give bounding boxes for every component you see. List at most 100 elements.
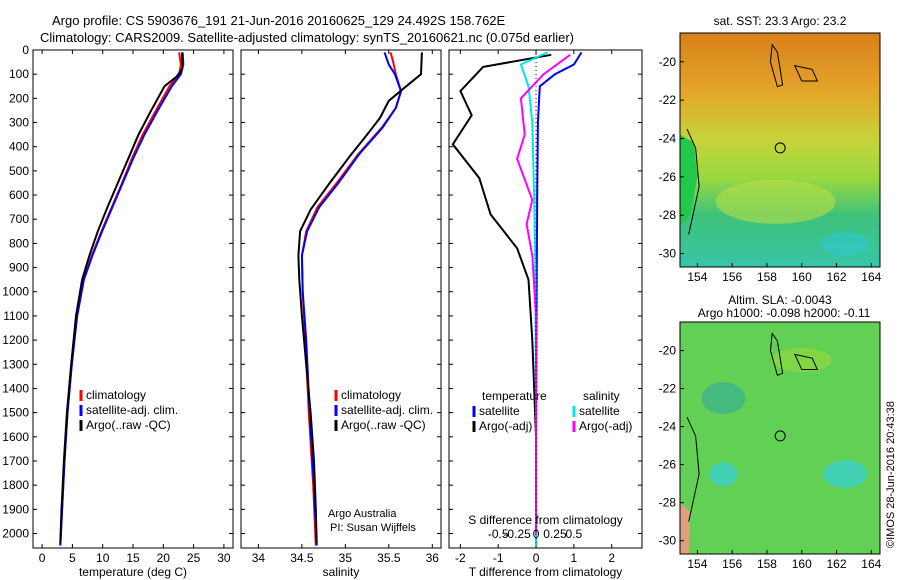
series-line-3	[297, 52, 423, 544]
y-tick-label: -28	[659, 496, 677, 510]
y-tick-label: 1900	[2, 502, 29, 516]
x-tick-label: 25	[187, 551, 201, 565]
sst-patch	[821, 231, 870, 256]
sla-patch	[823, 460, 868, 489]
x-tick-label: 156	[722, 270, 742, 284]
x-tick-label: 158	[757, 557, 777, 571]
y-tick-label: 100	[9, 67, 29, 81]
reef-contour	[769, 332, 784, 376]
legend-label: satellite-adj. clim.	[341, 403, 433, 417]
x-tick-label: -1	[493, 551, 504, 565]
s-tick-label: -0.5	[488, 527, 509, 541]
sla-patch	[771, 348, 832, 373]
x-axis-label: salinity	[323, 565, 360, 579]
y-tick-label: 1300	[2, 357, 29, 371]
y-tick-label: -22	[659, 382, 677, 396]
credit-text: ©IMOS 28-Jun-2016 20:43:38	[885, 401, 897, 548]
legend-label: satellite	[479, 404, 520, 418]
x-tick-label: 154	[687, 270, 707, 284]
x-axis-label: T difference from climatology	[469, 565, 623, 579]
y-tick-label: 1000	[2, 285, 29, 299]
reef-contour	[793, 64, 819, 82]
y-tick-label: 600	[9, 188, 29, 202]
legend-label: satellite	[579, 404, 620, 418]
y-tick-label: 1600	[2, 430, 29, 444]
x-axis-label: temperature (deg C)	[79, 565, 187, 579]
x-tick-label: 156	[722, 557, 742, 571]
y-tick-label: 300	[9, 116, 29, 130]
y-tick-label: 1100	[3, 309, 29, 323]
y-tick-label: -24	[659, 420, 677, 434]
coast-strip	[680, 134, 698, 225]
x-tick-label: 30	[217, 551, 231, 565]
plot-frame	[240, 49, 442, 549]
y-tick-label: -26	[659, 458, 677, 472]
y-tick-label: 0	[22, 43, 29, 57]
chart-title-line2: Climatology: CARS2009. Satellite-adjuste…	[40, 30, 575, 45]
map-panel-2: 154 156 158 160 162 164 -20 -22 -24 -26 -28 -30 Alti…	[659, 293, 882, 571]
map-frame	[679, 32, 881, 268]
series-line-2	[451, 53, 552, 534]
s-axis-label: S difference from climatology	[468, 513, 623, 527]
x-tick-label: 160	[792, 270, 812, 284]
y-tick-label: 1200	[2, 333, 29, 347]
x-tick-label: 162	[827, 557, 847, 571]
x-tick-label: 158	[757, 270, 777, 284]
y-tick-label: -20	[659, 55, 677, 69]
sla-patch	[709, 462, 738, 487]
map-title: Altim. SLA: -0.0043	[728, 293, 832, 307]
x-tick-label: 35	[339, 551, 353, 565]
y-tick-label: 700	[9, 212, 29, 226]
x-tick-label: 5	[69, 551, 76, 565]
x-tick-label: 0	[39, 551, 46, 565]
series-line-3	[59, 52, 184, 544]
plot-frame	[448, 49, 643, 549]
sla-patch	[701, 382, 746, 415]
annotation-line2: PI: Susan Wijffels	[330, 522, 416, 534]
x-tick-label: 10	[96, 551, 110, 565]
x-tick-label: 34	[252, 551, 266, 565]
y-tick-label: 1800	[2, 478, 29, 492]
legend-label: satellite-adj. clim.	[86, 403, 178, 417]
x-tick-label: 162	[827, 270, 847, 284]
series-line-4	[516, 53, 571, 534]
x-tick-label: 154	[687, 557, 707, 571]
y-tick-label: 1400	[2, 381, 29, 395]
x-tick-label: 36	[426, 551, 440, 565]
legend-label: Argo(..raw -QC)	[86, 418, 171, 432]
x-tick-label: 2	[608, 551, 615, 565]
legend-label: Argo(-adj)	[579, 419, 632, 433]
profile-panel-3: -2 -1 0 1 2T difference from climatology -0.5…	[448, 49, 643, 579]
y-tick-label: 900	[9, 261, 29, 275]
chart-title-line1: Argo profile: CS 5903676_191 21-Jun-2016…	[52, 13, 506, 28]
y-tick-label: -20	[659, 344, 677, 358]
y-tick-label: 400	[9, 140, 29, 154]
legend-label: climatology	[86, 388, 146, 402]
x-tick-label: 15	[126, 551, 140, 565]
map-panel-1: 154 156 158 160 162 164 -20 -22 -24 -26 -28 -30 sat.…	[659, 14, 882, 284]
coast-contour	[686, 416, 700, 522]
argo-position-marker	[774, 142, 786, 154]
y-tick-label: -30	[659, 247, 677, 261]
map-subtitle: Argo h1000: -0.098 h2000: -0.11	[698, 306, 871, 320]
reef-contour	[793, 353, 819, 371]
y-tick-label: -28	[659, 208, 677, 222]
map-frame	[679, 321, 881, 555]
x-tick-label: 164	[861, 270, 881, 284]
coast-contour	[686, 128, 700, 235]
x-tick-label: 20	[157, 551, 171, 565]
x-tick-label: -2	[455, 551, 466, 565]
profile-panel-2: 34 34.5 35 35.5 36 salinity climatologysatelli…	[240, 49, 442, 579]
legend-label: climatology	[341, 388, 401, 402]
y-tick-label: 200	[9, 91, 29, 105]
sst-field	[680, 33, 880, 267]
y-tick-label: -22	[659, 93, 677, 107]
legend-title-salinity: salinity	[583, 389, 620, 403]
s-tick-label: 0	[533, 527, 540, 541]
y-tick-label: 500	[9, 164, 29, 178]
s-tick-label: 0.25	[543, 527, 567, 541]
annotation-line1: Argo Australia	[328, 508, 397, 520]
y-tick-label: 1700	[2, 454, 29, 468]
y-tick-label: 1500	[2, 406, 29, 420]
